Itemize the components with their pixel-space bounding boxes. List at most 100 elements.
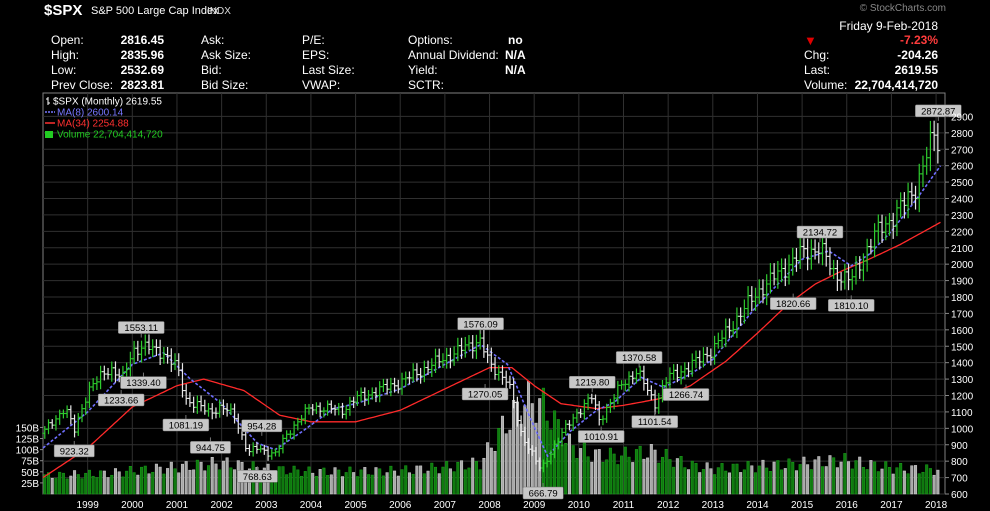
volume-bar <box>925 464 929 495</box>
volume-bar <box>601 462 605 495</box>
volume-bar <box>794 470 798 495</box>
volume-bar <box>91 475 95 495</box>
volume-bar <box>527 381 531 495</box>
price-annotation: 1270.05 <box>461 384 509 401</box>
volume-bar <box>441 466 445 495</box>
price-annotation: 954.28 <box>241 419 283 436</box>
volume-bar <box>608 447 612 495</box>
annotation-box <box>769 297 817 310</box>
volume-bar <box>311 472 315 495</box>
price-chart[interactable]: 923.32 1233.66 1339.40 1553.11 1081.19 944.75… <box>0 92 990 511</box>
volume-bar <box>891 473 895 495</box>
volume-bar <box>500 415 504 495</box>
volume-bar <box>113 468 117 495</box>
annotation-label: 1219.80 <box>575 378 609 389</box>
volume-bar <box>776 460 780 495</box>
annotation-box <box>457 317 504 331</box>
year-tick-label: 2013 <box>702 500 725 511</box>
annotation-label: 1270.05 <box>468 390 502 401</box>
volume-bar <box>668 459 672 495</box>
volume-bar <box>620 455 624 495</box>
volume-bar <box>772 461 776 495</box>
volume-bar <box>646 457 650 495</box>
annotation-label: 1266.74 <box>669 390 703 401</box>
volume-bar <box>835 467 839 495</box>
price-tick-label: 1600 <box>951 326 974 337</box>
volume-bar <box>884 461 888 495</box>
volume-bar <box>497 428 501 495</box>
ask-label: Ask: <box>201 33 225 47</box>
volume-bar <box>329 474 333 495</box>
volume-bar <box>80 478 84 495</box>
volume-bar <box>467 467 471 495</box>
volume-bar <box>106 477 110 495</box>
price-tick-label: 2700 <box>951 145 974 156</box>
volume-bar <box>932 474 936 495</box>
year-tick-label: 2014 <box>746 500 769 511</box>
price-annotation: 1576.09 <box>457 317 504 334</box>
annotation-box <box>118 321 165 334</box>
volume-bar <box>322 467 326 495</box>
volume-bar <box>757 465 761 495</box>
volume-bar <box>579 448 583 495</box>
volume-bar <box>456 461 460 495</box>
volume-bar <box>433 466 438 495</box>
volume-bar <box>664 448 668 495</box>
volume-bar <box>370 474 374 495</box>
volume-tick-label: 50B <box>21 468 39 479</box>
volume-bar <box>199 461 203 495</box>
volume-bar <box>914 465 918 495</box>
volume-bar <box>333 467 337 495</box>
price-annotation: 1233.66 <box>97 389 145 406</box>
price-tick-label: 2500 <box>951 178 974 189</box>
volume-bar <box>824 466 828 495</box>
annotation-label: 1010.91 <box>584 432 618 443</box>
volume-bar <box>765 467 769 495</box>
volume-bar <box>724 470 728 495</box>
volume-bar <box>631 462 635 495</box>
price-tick-label: 1200 <box>951 392 974 403</box>
volume-bar <box>739 472 743 495</box>
volume-bar <box>195 459 199 495</box>
volume-bar <box>214 463 218 495</box>
volume-bar <box>545 420 549 495</box>
volume-bar <box>787 458 791 495</box>
volume-bar <box>482 457 486 495</box>
volume-bar <box>221 460 225 495</box>
volume-bar <box>169 461 173 495</box>
volume-bar <box>820 466 825 495</box>
volume-bar <box>411 473 415 495</box>
symbol-title[interactable]: $SPX <box>44 2 83 19</box>
legend-label: MA(8) 2600.14 <box>57 108 124 119</box>
volume-bar <box>687 469 691 495</box>
volume-bar <box>586 456 590 495</box>
volume-bar <box>731 463 735 495</box>
price-tick-label: 1300 <box>951 375 974 386</box>
volume-tick-label: 150B <box>16 423 40 434</box>
volume-bar <box>638 445 642 495</box>
eps-label: EPS: <box>302 48 330 62</box>
year-tick-label: 2008 <box>478 500 501 511</box>
price-tick-label: 2100 <box>951 244 974 255</box>
volume-bar <box>136 474 140 495</box>
volume-bar <box>623 446 627 495</box>
legend-label: $SPX (Monthly) 2619.55 <box>53 97 162 108</box>
volume-bar <box>523 405 527 495</box>
volume-bar <box>140 466 144 495</box>
volume-bar <box>73 470 77 495</box>
volume-bar <box>675 458 679 495</box>
annotation-label: 2872.87 <box>921 106 955 117</box>
year-tick-label: 2018 <box>925 500 948 511</box>
annotation-box <box>828 299 875 312</box>
volume-bar <box>768 471 772 495</box>
volume-bar <box>314 476 318 495</box>
volume-value: 22,704,414,720 <box>854 78 938 92</box>
price-annotation: 768.63 <box>236 466 278 483</box>
price-annotation: 923.32 <box>53 440 95 457</box>
volume-bar <box>207 465 211 495</box>
price-annotation: 1081.19 <box>162 415 210 432</box>
volume-bar <box>642 458 646 495</box>
volume-bar <box>233 469 237 495</box>
price-bars <box>42 120 941 473</box>
